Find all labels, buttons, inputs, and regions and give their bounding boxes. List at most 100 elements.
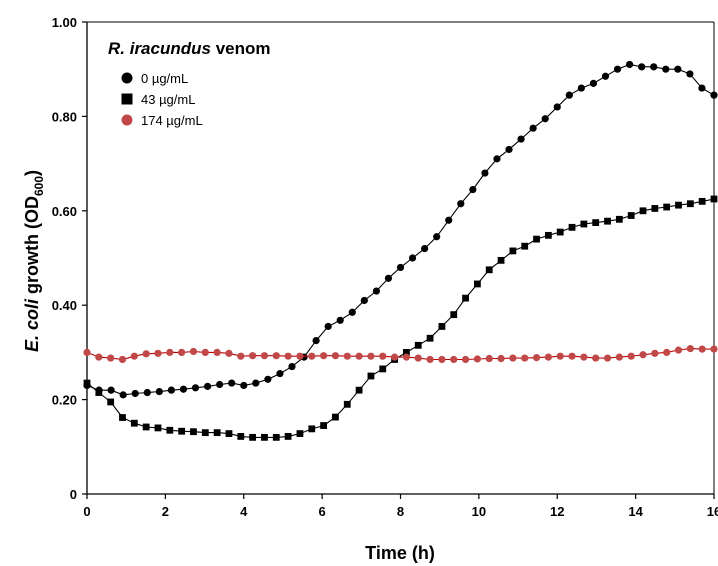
legend-marker-2 <box>121 114 133 126</box>
legend-title-rest: venom <box>211 39 271 58</box>
series-1-point-34 <box>485 266 493 274</box>
x-tick-label-4: 8 <box>397 504 404 519</box>
series-1-point-23 <box>355 386 363 394</box>
x-tick-label-5: 10 <box>472 504 486 519</box>
series-1-point-10 <box>201 429 209 437</box>
series-1-point-21 <box>332 413 339 421</box>
series-1-point-50 <box>675 201 682 209</box>
series-0-point-30 <box>445 216 453 224</box>
series-1-point-53 <box>710 195 718 203</box>
series-0-point-22 <box>348 308 356 316</box>
series-2-point-8 <box>178 348 186 356</box>
series-2-point-5 <box>142 350 150 358</box>
series-2-point-28 <box>414 354 422 362</box>
series-1-point-16 <box>272 433 280 441</box>
series-2 <box>83 345 718 364</box>
series-0-point-51 <box>698 84 706 92</box>
series-1-point-38 <box>533 235 540 243</box>
series-2-point-4 <box>130 352 138 360</box>
series-2-point-33 <box>473 355 481 363</box>
series-0-point-48 <box>662 65 670 73</box>
series-0-point-42 <box>589 79 598 87</box>
series-1-point-13 <box>237 433 245 440</box>
legend-marker-0 <box>121 72 133 84</box>
series-1-point-3 <box>119 414 126 421</box>
series-2-point-19 <box>308 352 316 360</box>
series-2-point-12 <box>225 349 233 357</box>
series-2-point-39 <box>544 353 552 361</box>
axes: 0 2 4 6 8 10 12 14 16 0 0.20 0.40 0.60 0.80 1.00 <box>52 15 718 519</box>
series-layer <box>83 60 718 441</box>
y-tick-label-1: 0.20 <box>52 393 77 408</box>
series-1-point-49 <box>663 203 671 211</box>
series-2-point-41 <box>568 352 576 360</box>
series-1-point-27 <box>403 349 410 356</box>
series-0-point-12 <box>228 379 236 387</box>
x-tick-label-0: 0 <box>83 504 90 519</box>
series-0-point-37 <box>529 124 537 132</box>
series-2-point-43 <box>592 354 600 362</box>
legend-title: R. iracundus venom <box>108 39 271 58</box>
series-2-point-31 <box>450 355 458 364</box>
series-1-point-43 <box>592 219 600 226</box>
series-2-point-51 <box>686 345 694 353</box>
series-0-point-36 <box>517 135 525 143</box>
series-0-point-17 <box>288 362 296 371</box>
y-tick-label-4: 0.80 <box>52 109 77 124</box>
series-0-point-34 <box>493 155 501 163</box>
series-0-point-25 <box>384 274 393 282</box>
series-0-point-27 <box>408 254 417 262</box>
series-0-point-45 <box>625 60 634 69</box>
series-1-point-8 <box>178 427 186 435</box>
series-1-point-46 <box>627 212 635 219</box>
series-1-point-37 <box>521 242 529 250</box>
series-1-point-52 <box>698 197 706 205</box>
series-2-point-7 <box>166 348 174 356</box>
series-0-point-20 <box>324 322 332 331</box>
legend-label-2: 174 µg/mL <box>141 113 203 128</box>
series-2-point-37 <box>521 354 529 362</box>
series-2-point-27 <box>402 353 411 361</box>
y-tick-label-3: 0.60 <box>52 204 77 219</box>
series-0-point-7 <box>167 386 176 394</box>
series-2-point-22 <box>343 352 351 360</box>
series-2-point-49 <box>663 348 671 356</box>
series-2-point-46 <box>627 352 635 360</box>
series-2-point-30 <box>438 355 446 364</box>
y-tick-label-0: 0 <box>70 487 77 502</box>
x-tick-label-7: 14 <box>628 504 643 519</box>
y-axis-title: E. coli growth (OD600) <box>22 170 46 352</box>
series-0-point-13 <box>240 381 248 390</box>
series-1-point-29 <box>426 334 434 342</box>
series-1-point-51 <box>686 200 694 208</box>
series-0-point-46 <box>638 63 646 71</box>
series-2-point-48 <box>651 349 659 357</box>
series-2-point-14 <box>249 352 257 360</box>
series-2-point-53 <box>710 345 718 353</box>
series-2-point-35 <box>497 354 505 363</box>
series-0-point-19 <box>312 337 320 345</box>
series-2-point-38 <box>532 353 541 362</box>
series-1-point-0 <box>83 379 91 387</box>
series-0-point-35 <box>505 145 513 154</box>
series-1-point-35 <box>497 256 505 264</box>
series-2-point-47 <box>639 351 647 359</box>
series-2-point-0 <box>83 348 91 356</box>
x-axis-title: Time (h) <box>365 543 435 563</box>
series-2-point-34 <box>485 354 493 363</box>
series-1-point-17 <box>284 433 292 440</box>
x-tick-label-6: 12 <box>550 504 564 519</box>
series-2-point-1 <box>95 353 103 361</box>
series-0-point-10 <box>203 382 212 390</box>
series-1-point-4 <box>130 419 138 427</box>
series-2-point-17 <box>284 352 292 360</box>
series-1-point-24 <box>367 372 375 380</box>
series-1-point-14 <box>249 433 257 441</box>
series-0-point-2 <box>107 386 115 394</box>
series-1-point-44 <box>604 217 611 225</box>
legend-marker-1 <box>121 93 133 105</box>
legend-label-0: 0 µg/mL <box>141 71 188 86</box>
series-1-point-33 <box>473 280 481 288</box>
series-2-point-25 <box>379 352 387 360</box>
series-1-point-42 <box>580 220 588 228</box>
